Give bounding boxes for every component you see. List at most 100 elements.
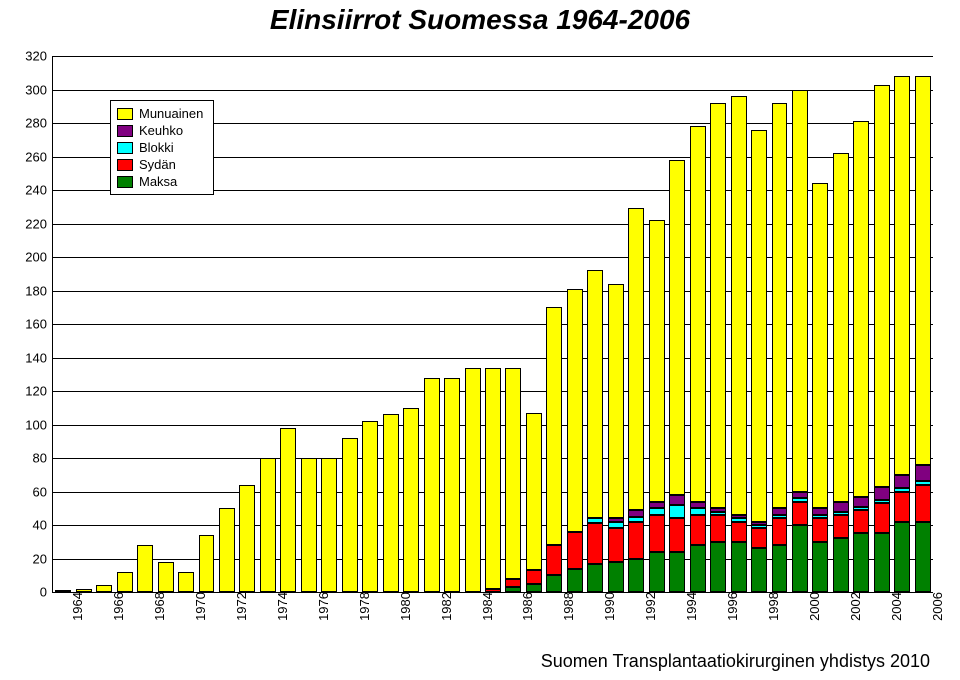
bar-segment [812,508,828,515]
bar-segment [874,487,890,500]
bar-segment [219,508,235,592]
y-axis-tick: 40 [33,518,53,533]
bar-segment [567,289,583,532]
bar-group [485,368,501,592]
bar-segment [792,492,808,499]
bar-segment [239,485,255,592]
bar-segment [608,522,624,529]
bar-segment [526,413,542,570]
bar-segment [915,485,931,522]
y-axis-tick: 160 [25,317,53,332]
bar-segment [833,538,849,592]
bar-group [690,126,706,592]
bar-segment [587,564,603,592]
legend-item: Sydän [117,156,203,173]
bar-group [546,307,562,592]
bar-group [628,208,644,592]
y-axis-tick: 120 [25,384,53,399]
bar-segment [731,96,747,515]
y-axis-tick: 60 [33,484,53,499]
bar-segment [812,542,828,592]
bar-segment [853,510,869,533]
bar-segment [751,548,767,592]
bar-segment [853,121,869,496]
bar-segment [546,575,562,592]
legend-item: Keuhko [117,122,203,139]
y-axis-tick: 220 [25,216,53,231]
bar-group [649,220,665,592]
y-axis-tick: 200 [25,250,53,265]
y-axis-tick: 100 [25,417,53,432]
bar-segment [567,569,583,592]
legend-label: Maksa [139,174,177,189]
y-axis-tick: 320 [25,49,53,64]
y-axis-tick: 300 [25,82,53,97]
bar-segment [505,579,521,587]
bar-segment [874,85,890,487]
bar-segment [731,522,747,542]
bar-segment [772,103,788,508]
bar-segment [669,552,685,592]
bar-segment [669,518,685,552]
bar-segment [853,533,869,592]
bar-group [424,378,440,592]
x-axis-tick: 1996 [723,592,740,621]
bar-group [833,153,849,592]
legend-label: Blokki [139,140,174,155]
bar-group [76,589,92,592]
bar-group [792,90,808,592]
bar-segment [608,528,624,562]
bar-segment [178,572,194,592]
bar-segment [894,76,910,475]
bar-segment [649,502,665,509]
bar-group [178,572,194,592]
x-axis-tick: 2000 [805,592,822,621]
bar-group [158,562,174,592]
x-axis-tick: 1968 [150,592,167,621]
bar-segment [833,515,849,538]
chart-legend: MunuainenKeuhkoBlokkiSydänMaksa [110,100,214,195]
y-axis-tick: 20 [33,551,53,566]
x-axis-tick: 1964 [68,592,85,621]
bar-segment [628,559,644,593]
y-axis-tick: 80 [33,451,53,466]
bar-segment [546,307,562,545]
bar-segment [874,533,890,592]
legend-swatch [117,108,133,120]
bar-segment [792,525,808,592]
bar-segment [812,518,828,541]
bar-group [362,421,378,592]
bar-segment [915,522,931,592]
bar-segment [608,284,624,519]
bar-group [280,428,296,592]
bar-segment [199,535,215,592]
x-axis-tick: 1972 [232,592,249,621]
y-axis-tick: 140 [25,350,53,365]
bar-segment [874,503,890,533]
bar-group [772,103,788,592]
bar-segment [608,562,624,592]
bar-segment [690,502,706,509]
bar-segment [567,532,583,569]
legend-swatch [117,176,133,188]
bar-segment [669,505,685,518]
legend-label: Munuainen [139,106,203,121]
bar-group [608,284,624,592]
bar-segment [894,475,910,488]
bar-segment [301,458,317,592]
bar-segment [280,428,296,592]
bar-segment [649,515,665,552]
x-axis-tick: 1988 [559,592,576,621]
bar-segment [751,528,767,548]
x-axis-tick: 1994 [682,592,699,621]
x-axis-tick: 1980 [396,592,413,621]
bar-group [403,408,419,592]
bar-segment [485,368,501,589]
bar-segment [117,572,133,592]
bar-segment [628,522,644,559]
bar-segment [772,518,788,545]
bar-segment [383,414,399,592]
bar-segment [710,542,726,592]
bar-segment [362,421,378,592]
x-axis-tick: 1982 [437,592,454,621]
